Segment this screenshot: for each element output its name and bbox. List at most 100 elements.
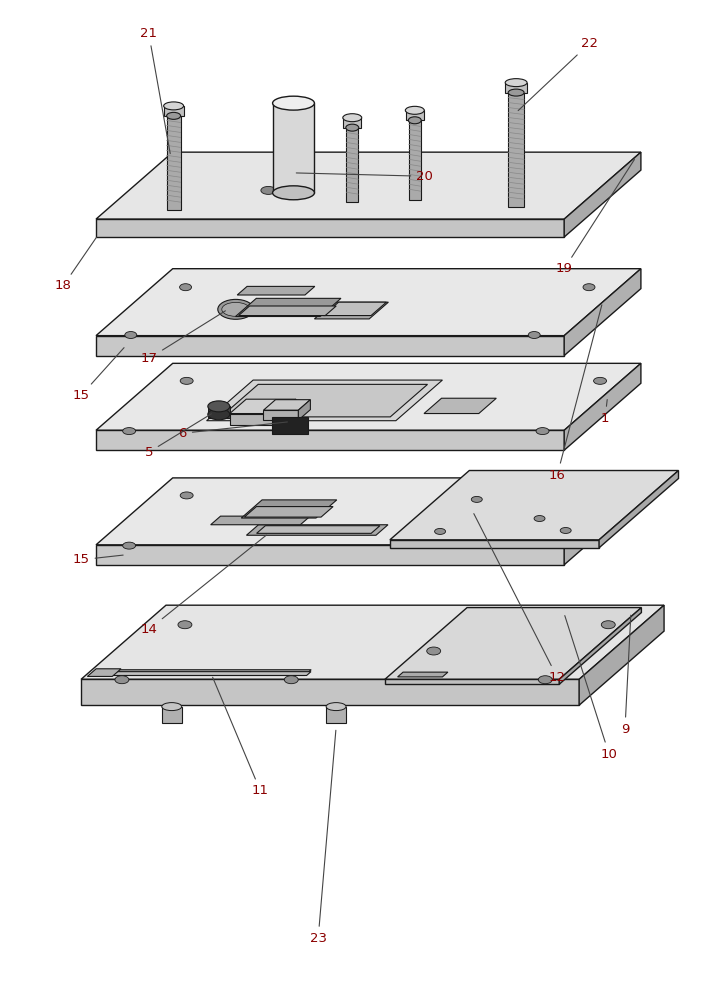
Polygon shape: [87, 669, 121, 676]
Ellipse shape: [343, 114, 362, 122]
Ellipse shape: [125, 332, 137, 338]
Polygon shape: [162, 707, 181, 723]
Polygon shape: [81, 605, 664, 679]
Polygon shape: [406, 110, 424, 120]
Polygon shape: [208, 406, 229, 418]
Polygon shape: [229, 399, 296, 414]
Ellipse shape: [162, 703, 181, 711]
Ellipse shape: [505, 79, 527, 87]
Polygon shape: [398, 672, 448, 677]
Text: 6: 6: [179, 422, 288, 440]
Polygon shape: [315, 302, 389, 319]
Polygon shape: [505, 83, 527, 93]
Polygon shape: [96, 545, 564, 565]
Polygon shape: [599, 471, 678, 548]
Polygon shape: [241, 500, 337, 518]
Polygon shape: [579, 605, 664, 705]
Polygon shape: [390, 540, 599, 548]
Ellipse shape: [534, 516, 545, 522]
Polygon shape: [81, 679, 579, 705]
Text: 14: 14: [141, 535, 267, 636]
Text: 15: 15: [72, 348, 124, 402]
Text: 20: 20: [296, 170, 433, 183]
Text: 16: 16: [549, 305, 602, 482]
Polygon shape: [564, 269, 641, 356]
Ellipse shape: [408, 117, 422, 124]
Ellipse shape: [218, 299, 254, 319]
Polygon shape: [163, 106, 184, 116]
Polygon shape: [96, 269, 641, 336]
Text: 17: 17: [141, 311, 225, 365]
Ellipse shape: [405, 106, 424, 114]
Text: 23: 23: [310, 730, 336, 945]
Text: 18: 18: [54, 237, 97, 292]
Polygon shape: [564, 152, 641, 237]
Polygon shape: [508, 93, 524, 207]
Ellipse shape: [435, 528, 445, 534]
Polygon shape: [326, 707, 346, 723]
Polygon shape: [390, 471, 678, 540]
Ellipse shape: [508, 89, 524, 96]
Polygon shape: [559, 608, 642, 684]
Polygon shape: [263, 410, 298, 420]
Ellipse shape: [583, 284, 595, 291]
Polygon shape: [257, 526, 380, 533]
Ellipse shape: [538, 676, 552, 684]
Polygon shape: [229, 414, 280, 425]
Polygon shape: [239, 306, 336, 316]
Text: 22: 22: [518, 37, 597, 111]
Polygon shape: [564, 478, 641, 565]
Ellipse shape: [208, 401, 229, 412]
Ellipse shape: [427, 647, 441, 655]
Polygon shape: [298, 400, 310, 420]
Ellipse shape: [602, 621, 615, 629]
Ellipse shape: [528, 332, 540, 338]
Ellipse shape: [222, 302, 250, 316]
Ellipse shape: [272, 186, 315, 200]
Ellipse shape: [180, 492, 193, 499]
Text: 15: 15: [72, 553, 123, 566]
Ellipse shape: [594, 377, 607, 384]
Polygon shape: [343, 118, 361, 128]
Polygon shape: [385, 608, 642, 679]
Text: 12: 12: [474, 514, 566, 684]
Polygon shape: [211, 516, 310, 525]
Polygon shape: [96, 219, 564, 237]
Polygon shape: [96, 478, 641, 545]
Text: 19: 19: [556, 159, 635, 275]
Polygon shape: [272, 103, 315, 193]
Text: 9: 9: [621, 615, 631, 736]
Polygon shape: [105, 670, 311, 675]
Polygon shape: [424, 398, 496, 414]
Polygon shape: [221, 384, 427, 417]
Polygon shape: [206, 380, 442, 421]
Ellipse shape: [163, 102, 184, 110]
Polygon shape: [263, 400, 310, 410]
Text: 5: 5: [145, 414, 212, 459]
Polygon shape: [96, 363, 641, 430]
Ellipse shape: [272, 96, 315, 110]
Polygon shape: [108, 672, 311, 675]
Polygon shape: [280, 399, 296, 425]
Ellipse shape: [346, 124, 358, 131]
Ellipse shape: [166, 112, 181, 119]
Polygon shape: [96, 336, 564, 356]
Text: 11: 11: [213, 677, 269, 797]
Ellipse shape: [180, 377, 193, 384]
Ellipse shape: [284, 676, 298, 684]
Text: 21: 21: [141, 27, 170, 154]
Ellipse shape: [261, 186, 276, 194]
Polygon shape: [272, 417, 308, 434]
Ellipse shape: [326, 703, 346, 711]
Ellipse shape: [179, 284, 191, 291]
Polygon shape: [346, 128, 358, 202]
Ellipse shape: [123, 428, 136, 435]
Polygon shape: [385, 679, 559, 684]
Polygon shape: [409, 120, 421, 200]
Polygon shape: [323, 302, 386, 316]
Polygon shape: [96, 430, 564, 450]
Polygon shape: [564, 363, 641, 450]
Polygon shape: [96, 152, 641, 219]
Text: 1: 1: [601, 400, 609, 425]
Ellipse shape: [471, 496, 483, 502]
